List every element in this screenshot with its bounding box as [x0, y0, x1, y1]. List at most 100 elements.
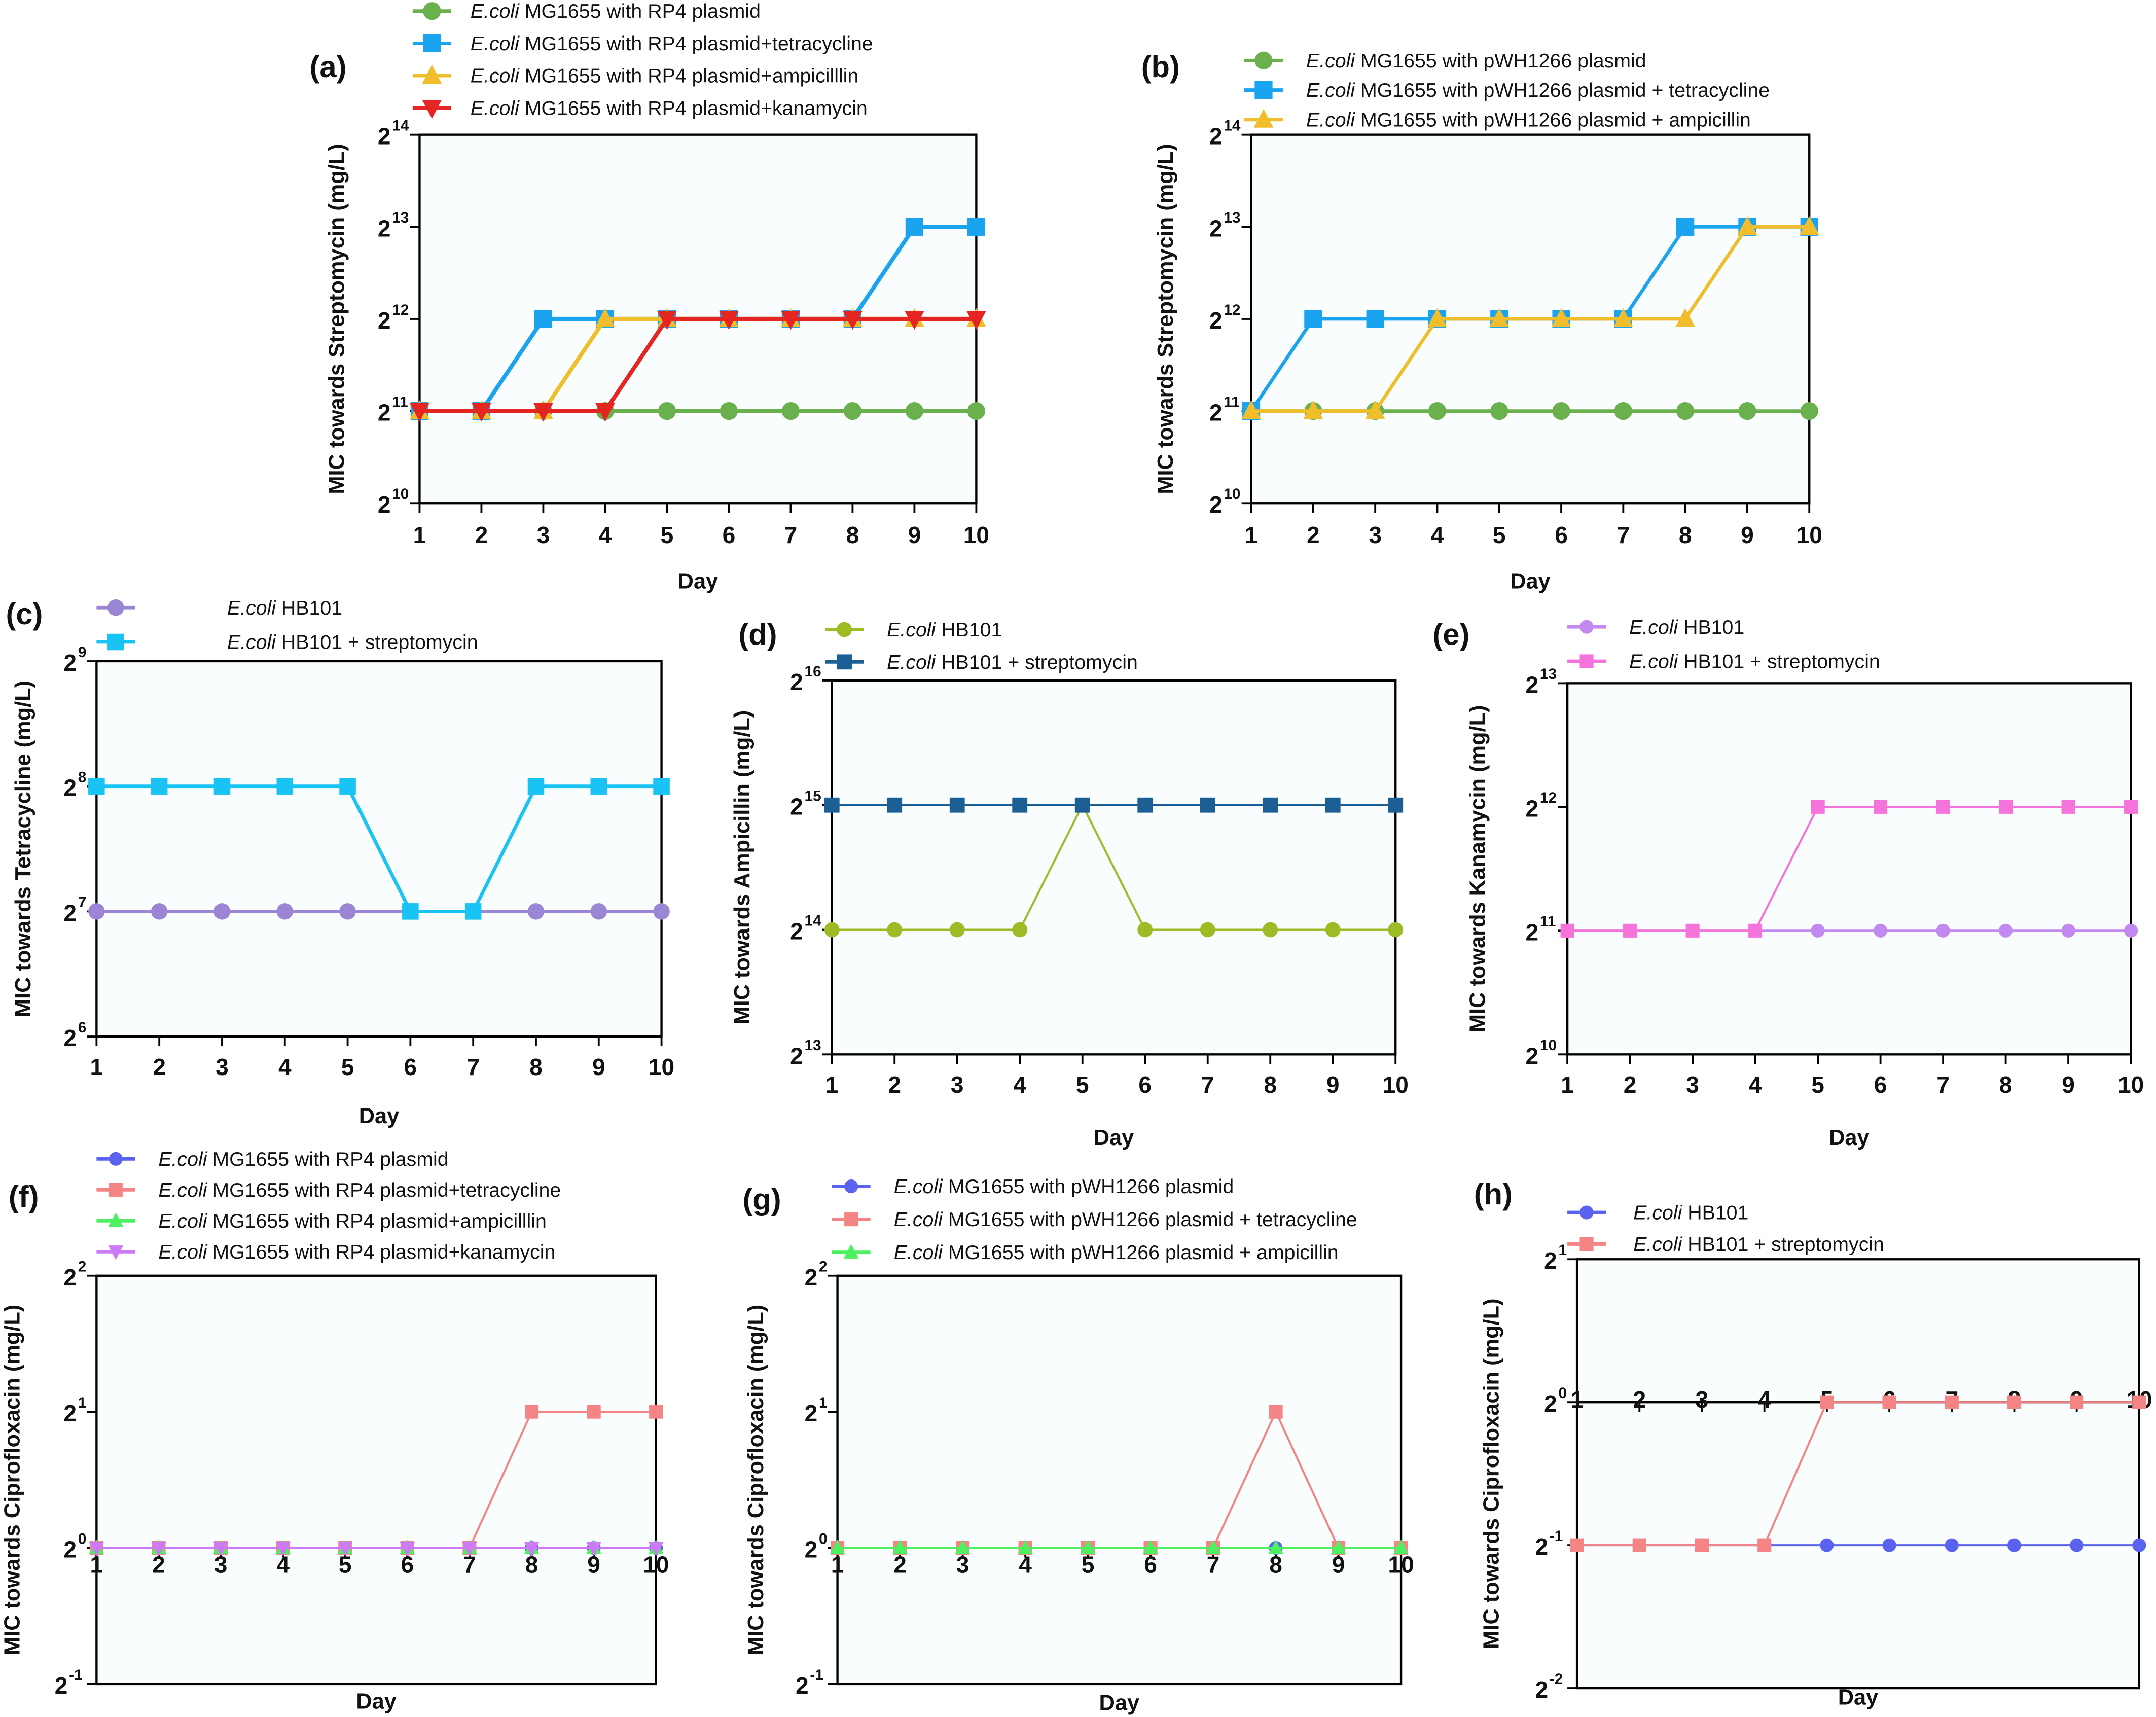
x-tick-label: 8 [846, 522, 859, 548]
legend-item: E.coli MG1655 with RP4 plasmid+kanamycin [412, 97, 868, 119]
x-tick-label: 1 [1245, 522, 1258, 548]
y-tick-exponent: 1 [78, 1394, 87, 1411]
legend-marker [108, 1245, 124, 1260]
data-point [830, 1540, 845, 1554]
data-point [1800, 402, 1818, 420]
data-point [1882, 1395, 1896, 1409]
data-point [1738, 402, 1756, 420]
data-point [1200, 922, 1215, 938]
x-tick-label: 4 [1013, 1071, 1026, 1098]
series-3 [89, 1542, 664, 1556]
x-tick-label: 4 [278, 1054, 292, 1080]
series-0 [824, 797, 1404, 938]
data-point [462, 1542, 477, 1556]
data-point [339, 903, 356, 920]
data-point [534, 310, 553, 328]
data-point [887, 922, 903, 938]
y-tick-exponent: 13 [805, 1037, 821, 1054]
data-point [524, 1405, 539, 1419]
plot-area [836, 1274, 1403, 1686]
legend-marker [108, 1212, 124, 1227]
data-point [1388, 797, 1404, 813]
legend-label: E.coli MG1655 with pWH1266 plasmid + amp… [1306, 109, 1751, 131]
legend-item: E.coli HB101 [1567, 1202, 1748, 1224]
y-tick-exponent: 0 [1558, 1385, 1567, 1402]
legend-marker [107, 599, 124, 616]
legend-label-italic: E.coli [471, 65, 520, 87]
x-tick-label: 1 [413, 522, 426, 548]
legend-marker [1254, 81, 1273, 99]
y-tick-exponent: -1 [69, 1667, 83, 1684]
data-point [649, 1405, 663, 1419]
y-tick-exponent: 8 [78, 769, 87, 786]
data-point [905, 218, 924, 236]
data-point [2132, 1395, 2146, 1409]
y-axis-title: MIC towards Ampicillin (mg/L) [730, 710, 754, 1025]
data-point [824, 797, 840, 813]
y-tick-exponent: 1 [1558, 1242, 1567, 1259]
legend-marker [1254, 51, 1273, 69]
legend-label: E.coli MG1655 with pWH1266 plasmid [1306, 50, 1646, 72]
data-point [1012, 922, 1028, 938]
data-point [719, 311, 739, 330]
legend-label-rest: HB101 + streptomycin [276, 631, 478, 654]
x-tick-label: 2 [1307, 522, 1320, 548]
y-tick-exponent: -1 [810, 1667, 823, 1684]
legend-marker [837, 622, 852, 637]
x-tick-label: 2 [1624, 1071, 1637, 1098]
legend-marker [843, 1244, 859, 1259]
legend-item: E.coli MG1655 with pWH1266 plasmid [1244, 50, 1646, 72]
y-tick-label: 2 [805, 1400, 818, 1426]
y-tick-label: 2 [1544, 1247, 1557, 1274]
data-point [2007, 1395, 2022, 1409]
legend-item: E.coli HB101 + streptomycin [96, 631, 478, 654]
legend-label-rest: MG1655 with pWH1266 plasmid [1355, 50, 1646, 72]
plot-area [1566, 682, 2132, 1056]
legend-label: E.coli MG1655 with RP4 plasmid+ampicilll… [158, 1210, 547, 1232]
legend-label: E.coli MG1655 with RP4 plasmid+tetracycl… [158, 1179, 561, 1201]
x-tick-label: 7 [784, 522, 798, 548]
data-point [524, 1542, 540, 1556]
data-point [1018, 1540, 1033, 1554]
legend-marker [844, 1179, 858, 1194]
x-tick-label: 2 [153, 1054, 166, 1080]
data-point [887, 797, 903, 813]
legend-item: E.coli MG1655 with pWH1266 plasmid + tet… [1244, 79, 1770, 101]
data-point [1551, 308, 1571, 327]
y-tick-label: 2 [1535, 1533, 1549, 1560]
y-tick-label: 2 [378, 400, 391, 426]
y-tick-exponent: 12 [1224, 302, 1240, 318]
legend-marker [1579, 654, 1594, 668]
y-tick-label: 2 [805, 1536, 818, 1563]
legend-label-italic: E.coli [1306, 79, 1355, 101]
legend-label-rest: HB101 [936, 619, 1002, 641]
y-tick-exponent: 9 [78, 644, 87, 661]
legend-label: E.coli MG1655 with RP4 plasmid+kanamycin [158, 1241, 555, 1263]
data-point [1490, 402, 1508, 420]
data-point [1570, 1538, 1584, 1552]
data-point [1205, 1540, 1221, 1554]
x-tick-label: 3 [1686, 1071, 1699, 1098]
legend-marker [423, 2, 441, 20]
series-1 [1570, 1395, 2146, 1552]
data-point [781, 402, 800, 420]
legend-label-rest: HB101 [1682, 1202, 1748, 1224]
panel-label: (d) [738, 617, 777, 651]
y-tick-exponent: 11 [392, 394, 408, 410]
series-line [1567, 806, 2131, 932]
data-point [1614, 402, 1632, 420]
data-point [2061, 800, 2075, 814]
x-axis-title: Day [1838, 1686, 1879, 1710]
data-point [595, 403, 615, 422]
legend-marker [422, 64, 442, 84]
data-point [1685, 923, 1700, 938]
legend-label: E.coli MG1655 with RP4 plasmid+tetracycl… [471, 32, 873, 55]
legend-label: E.coli MG1655 with RP4 plasmid [158, 1148, 448, 1170]
x-axis-title: Day [1099, 1691, 1140, 1715]
legend-label-italic: E.coli [227, 597, 276, 619]
y-tick-exponent: 6 [78, 1019, 87, 1036]
